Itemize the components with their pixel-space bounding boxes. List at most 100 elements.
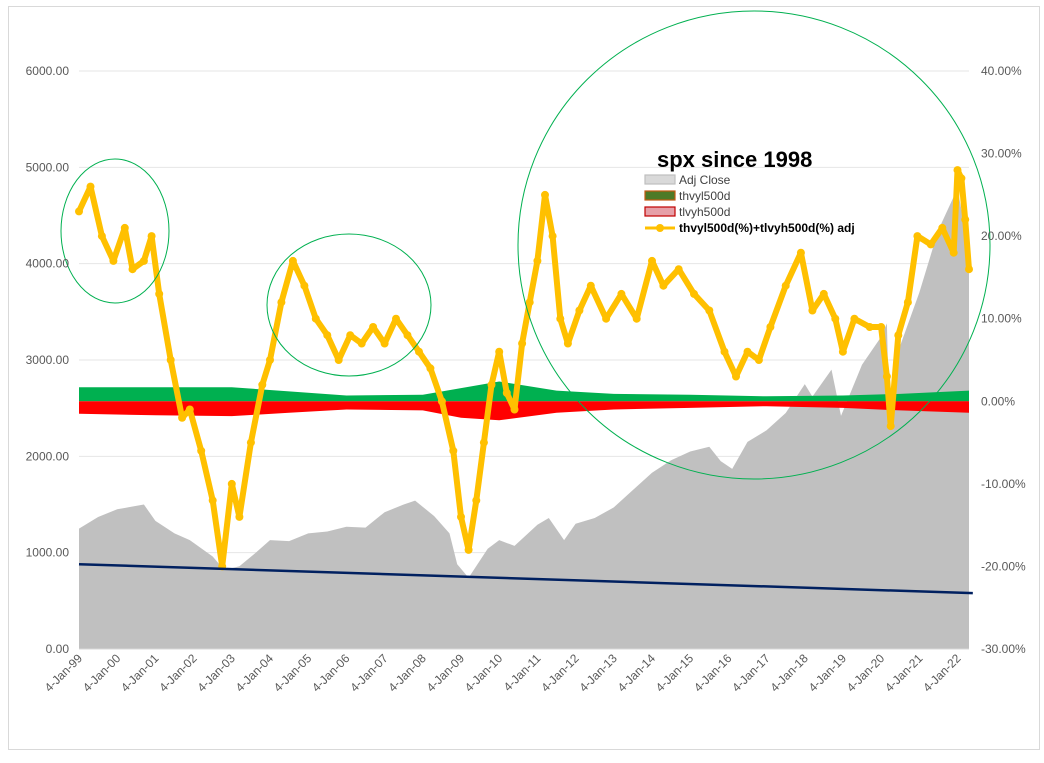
- series-composite-point: [886, 422, 895, 431]
- y-right-tick-label: 10.00%: [981, 312, 1022, 326]
- series-composite-point: [586, 281, 595, 290]
- x-tick-label: 4-Jan-10: [462, 651, 506, 695]
- series-composite-point: [334, 356, 343, 364]
- x-tick-label: 4-Jan-18: [767, 651, 811, 695]
- y-right-tick-label: 40.00%: [981, 64, 1022, 78]
- x-tick-label: 4-Jan-03: [195, 651, 239, 695]
- y-left-tick-label: 0.00: [46, 642, 70, 656]
- series-composite-point: [277, 298, 286, 307]
- series-composite-point: [300, 281, 309, 290]
- series-composite-point: [865, 323, 874, 331]
- x-tick-label: 4-Jan-07: [347, 651, 391, 695]
- series-composite-point: [246, 438, 255, 447]
- series-composite-point: [437, 397, 446, 406]
- series-composite-point: [808, 306, 817, 315]
- y-left-tick-label: 4000.00: [26, 257, 70, 271]
- y-right-tick-label: -30.00%: [981, 642, 1026, 656]
- annotations: [60, 10, 991, 595]
- series-composite-point: [346, 331, 355, 340]
- series-composite-point: [648, 256, 656, 265]
- series-composite-point: [128, 265, 137, 274]
- legend-swatch: [644, 174, 676, 185]
- series-composite-point: [185, 405, 194, 414]
- series-adj-close-area: [79, 188, 969, 649]
- trend-line: [78, 562, 973, 595]
- legend-label: thvyl500d: [679, 189, 730, 203]
- y-right-tick-label: 0.00%: [981, 394, 1015, 408]
- series-composite-point: [961, 215, 970, 224]
- series-composite-point: [457, 512, 465, 521]
- series-composite-point: [903, 298, 912, 307]
- series-composite-point: [838, 347, 847, 356]
- series-composite-point: [533, 256, 542, 265]
- composite-line: [75, 166, 973, 571]
- series-composite-point: [109, 256, 118, 265]
- series-composite-point: [602, 314, 611, 323]
- series-thvyl500d-band: [79, 381, 969, 402]
- annotation-ellipse: [60, 158, 170, 304]
- series-composite-point: [949, 248, 958, 257]
- series-composite-point: [632, 314, 641, 323]
- series-composite-point: [819, 289, 828, 298]
- series-composite-point: [323, 331, 332, 340]
- legend-label: thvyl500d(%)+tlvyh500d(%) adj: [679, 221, 855, 235]
- series-composite-point: [449, 446, 458, 455]
- series-composite-point: [575, 306, 584, 315]
- series-tlvyh500d-band: [79, 401, 969, 421]
- series-composite-point: [877, 323, 886, 331]
- series-composite-point: [510, 405, 519, 414]
- series-composite-point: [563, 339, 572, 348]
- series-composite-point: [495, 347, 504, 356]
- x-tick-label: 4-Jan-15: [653, 651, 697, 695]
- series-composite-point: [926, 240, 935, 249]
- series-composite-point: [659, 281, 668, 290]
- annotation-ellipse: [266, 233, 432, 377]
- legend: Adj Close thvyl500d tlvyh500d thvyl500d(%)+…: [644, 173, 855, 235]
- x-tick-label: 4-Jan-00: [80, 651, 124, 695]
- x-tick-label: 4-Jan-14: [615, 651, 659, 695]
- x-tick-label: 4-Jan-02: [156, 651, 200, 695]
- x-tick-label: 4-Jan-06: [309, 651, 353, 695]
- series-composite-point: [894, 331, 903, 340]
- series-composite-point: [235, 512, 244, 521]
- y-right-tick-label: 20.00%: [981, 229, 1022, 243]
- plot-area: [79, 188, 969, 649]
- bands: [79, 381, 969, 421]
- legend-swatch: [644, 206, 676, 217]
- x-tick-label: 4-Jan-11: [501, 651, 544, 694]
- series-composite-point: [743, 347, 752, 356]
- y-right-tick-label: 30.00%: [981, 147, 1022, 161]
- y-left-tick-label: 3000.00: [26, 353, 70, 367]
- series-composite-point: [178, 413, 187, 422]
- x-tick-label: 4-Jan-17: [729, 651, 773, 695]
- series-composite-point: [392, 314, 400, 323]
- series-composite-point: [139, 256, 148, 265]
- series-composite-point: [380, 339, 389, 348]
- series-composite-point: [86, 182, 95, 191]
- chart-frame: 0.00 1000.00 2000.00 3000.00 4000.00 5000.00 6…: [8, 6, 1040, 750]
- series-composite-point: [548, 232, 557, 241]
- legend-swatch-marker: [656, 224, 664, 232]
- x-tick-label: 4-Jan-04: [233, 651, 277, 695]
- series-composite-point: [957, 174, 966, 183]
- series-composite-point: [147, 232, 156, 241]
- x-tick-label: 4-Jan-05: [271, 651, 315, 695]
- series-composite-point: [766, 323, 775, 331]
- series-composite-point: [965, 265, 973, 274]
- y-right-tick-label: -20.00%: [981, 559, 1026, 573]
- series-composite-point: [781, 281, 790, 290]
- series-composite-point: [617, 289, 626, 298]
- gridlines: [79, 70, 969, 650]
- series-composite-point: [502, 389, 511, 397]
- series-composite-point: [472, 496, 481, 505]
- series-composite-point: [464, 545, 473, 554]
- chart-svg: 0.00 1000.00 2000.00 3000.00 4000.00 5000.00 6…: [26, 10, 1026, 695]
- series-composite-point: [120, 223, 129, 232]
- series-composite-point: [882, 372, 891, 381]
- series-composite-point: [258, 380, 267, 389]
- series-composite-point: [227, 479, 236, 488]
- series-composite-point: [674, 265, 683, 274]
- x-tick-label: 4-Jan-16: [691, 651, 735, 695]
- series-composite-point: [525, 298, 534, 307]
- legend-label: tlvyh500d: [679, 205, 730, 219]
